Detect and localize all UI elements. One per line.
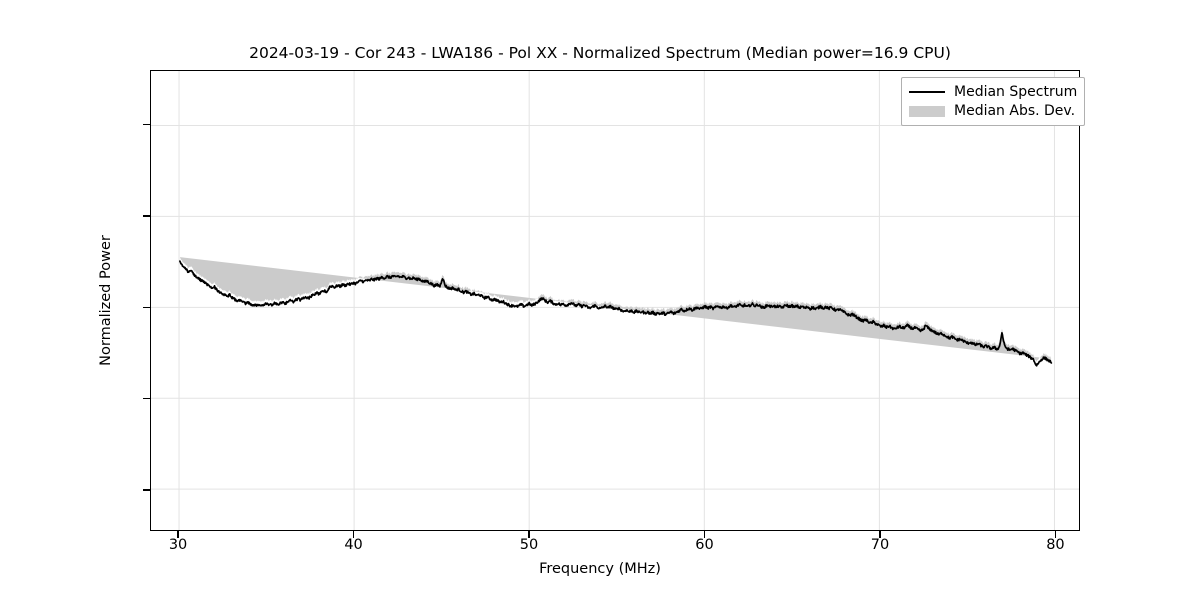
x-tick-label: 30 [168, 537, 188, 553]
y-tick-mark [143, 124, 150, 126]
x-tick-mark [703, 531, 706, 538]
y-axis-label: Normalized Power [98, 235, 114, 366]
legend-line-swatch [909, 85, 945, 99]
x-tick-label: 40 [344, 537, 363, 553]
chart-legend: Median Spectrum Median Abs. Dev. [901, 77, 1086, 126]
legend-label: Median Abs. Dev. [954, 102, 1076, 119]
y-tick-mark [143, 489, 150, 491]
legend-item-median-spectrum: Median Spectrum [909, 82, 1077, 101]
x-tick-label: 70 [870, 537, 890, 553]
legend-label: Median Spectrum [954, 83, 1078, 100]
grid-lines [151, 71, 1079, 530]
y-tick-mark [143, 306, 150, 308]
y-tick-mark [143, 397, 150, 400]
x-tick-mark [177, 531, 179, 538]
chart-title: 2024-03-19 - Cor 243 - LWA186 - Pol XX -… [249, 44, 951, 62]
x-tick-label: 60 [695, 537, 714, 553]
x-tick-label: 50 [519, 537, 539, 553]
y-tick-mark [143, 215, 150, 217]
plot-area [150, 70, 1080, 531]
x-tick-mark [879, 531, 881, 538]
spectrum-plot [179, 257, 1053, 367]
x-axis-label: Frequency (MHz) [539, 561, 661, 577]
x-tick-label: 80 [1046, 537, 1065, 553]
x-tick-mark [528, 531, 530, 538]
legend-band-swatch [909, 104, 945, 118]
x-tick-mark [1054, 531, 1057, 538]
x-tick-mark [352, 531, 355, 538]
legend-item-median-abs-dev: Median Abs. Dev. [909, 101, 1077, 120]
